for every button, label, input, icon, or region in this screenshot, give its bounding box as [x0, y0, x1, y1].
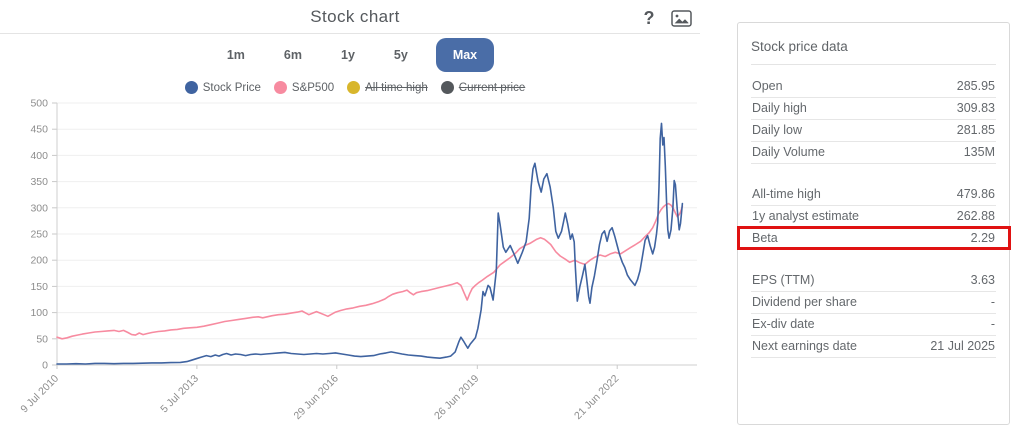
svg-text:300: 300	[30, 202, 48, 214]
legend-item-s-p500[interactable]: S&P500	[273, 81, 335, 94]
stat-label: All-time high	[752, 187, 821, 201]
stat-value: 309.83	[956, 101, 995, 115]
help-icon[interactable]: ?	[638, 6, 660, 30]
legend-dot-icon	[440, 81, 454, 94]
legend-dot-icon	[273, 81, 287, 94]
svg-text:350: 350	[30, 176, 48, 188]
svg-text:26 Jun 2019: 26 Jun 2019	[432, 373, 481, 422]
range-button-5y[interactable]: 5y	[383, 42, 419, 68]
panel-title: Stock price data	[751, 33, 996, 65]
stat-label: 1y analyst estimate	[752, 209, 859, 223]
legend-label: All time high	[365, 81, 428, 94]
stat-row-all-time-high: All-time high 479.86	[751, 184, 996, 206]
panel-group: Open 285.95 Daily high 309.83 Daily low 281.8…	[751, 76, 996, 164]
stat-label: Daily Volume	[752, 145, 825, 159]
stat-row-daily-high: Daily high 309.83	[751, 98, 996, 120]
stock-chart-card: Stock chart ? 1m 6m 1y 5y Max Stock Price S&P…	[0, 6, 710, 423]
svg-text:200: 200	[30, 255, 48, 267]
stat-label: EPS (TTM)	[752, 273, 815, 287]
legend-item-all-time-high[interactable]: All time high	[347, 81, 428, 94]
stat-row-open: Open 285.95	[751, 76, 996, 98]
stat-row-daily-volume: Daily Volume 135M	[751, 142, 996, 164]
stat-row-dividend-per-share: Dividend per share -	[751, 292, 996, 314]
panel-group: EPS (TTM) 3.63 Dividend per share - Ex-div d…	[751, 270, 996, 358]
image-icon-glyph	[671, 10, 692, 27]
stat-label: Dividend per share	[752, 295, 857, 309]
panel-rows: Open 285.95 Daily high 309.83 Daily low 281.8…	[737, 76, 1011, 358]
stat-label: Next earnings date	[752, 339, 857, 353]
panel-group: All-time high 479.86 1y analyst estimate 26…	[737, 184, 1011, 250]
stat-value: 2.29	[970, 231, 995, 245]
chart-legend: Stock Price S&P500 All time high Current pr…	[0, 81, 710, 94]
stat-label: Open	[752, 79, 783, 93]
legend-dot-icon	[347, 81, 361, 94]
stock-price-data-panel: Stock price data Open 285.95 Daily high 309…	[737, 22, 1011, 425]
stat-value: 281.85	[956, 123, 995, 137]
svg-text:9 Jul 2010: 9 Jul 2010	[18, 373, 61, 416]
image-export-icon[interactable]	[671, 10, 692, 30]
stat-label: Beta	[752, 231, 778, 245]
svg-text:29 Jun 2016: 29 Jun 2016	[292, 373, 341, 422]
stat-value: 479.86	[956, 187, 995, 201]
legend-label: Current price	[458, 81, 526, 94]
svg-text:100: 100	[30, 307, 48, 319]
stat-value: 21 Jul 2025	[930, 339, 995, 353]
svg-text:5 Jul 2013: 5 Jul 2013	[158, 373, 201, 416]
stat-label: Ex-div date	[752, 317, 815, 331]
range-buttons: 1m 6m 1y 5y Max	[0, 38, 710, 72]
legend-dot-icon	[184, 81, 198, 94]
svg-text:450: 450	[30, 124, 48, 136]
series-line-stock-price	[56, 122, 684, 365]
range-button-1y[interactable]: 1y	[330, 42, 366, 68]
stock-chart-plot: 0 50 100 150 200 250 300 350 400 450 500 9 Jul 2010…	[18, 98, 697, 422]
stat-row-next-earnings-date: Next earnings date 21 Jul 2025	[751, 336, 996, 358]
stat-value: 262.88	[956, 209, 995, 223]
svg-text:50: 50	[36, 333, 48, 345]
legend-label: S&P500	[291, 81, 335, 94]
stat-row-daily-low: Daily low 281.85	[751, 120, 996, 142]
svg-text:21 Jun 2022: 21 Jun 2022	[572, 373, 621, 422]
stat-row-beta: Beta 2.29	[737, 226, 1011, 250]
legend-item-stock-price[interactable]: Stock Price	[184, 81, 261, 94]
stat-label: Daily low	[752, 123, 803, 137]
header-divider	[0, 33, 700, 34]
range-button-1m[interactable]: 1m	[216, 42, 256, 68]
stat-value: 3.63	[970, 273, 995, 287]
range-button-max[interactable]: Max	[435, 38, 495, 72]
legend-label: Stock Price	[202, 81, 261, 94]
range-button-6m[interactable]: 6m	[273, 42, 313, 68]
series-line-s-p500	[56, 202, 684, 340]
legend-item-current-price[interactable]: Current price	[440, 81, 526, 94]
stat-value: 135M	[963, 145, 995, 159]
stat-row-ex-div-date: Ex-div date -	[751, 314, 996, 336]
stat-value: -	[990, 317, 995, 331]
stat-row-1y-analyst-estimate: 1y analyst estimate 262.88	[751, 206, 996, 228]
svg-text:400: 400	[30, 150, 48, 162]
stat-value: -	[990, 295, 995, 309]
svg-text:500: 500	[30, 98, 48, 110]
svg-text:0: 0	[42, 360, 48, 372]
svg-text:150: 150	[30, 281, 48, 293]
stat-row-eps-ttm: EPS (TTM) 3.63	[751, 270, 996, 292]
stat-value: 285.95	[956, 79, 995, 93]
page-title: Stock chart	[310, 7, 400, 26]
stat-label: Daily high	[752, 101, 807, 115]
svg-text:250: 250	[30, 229, 48, 241]
